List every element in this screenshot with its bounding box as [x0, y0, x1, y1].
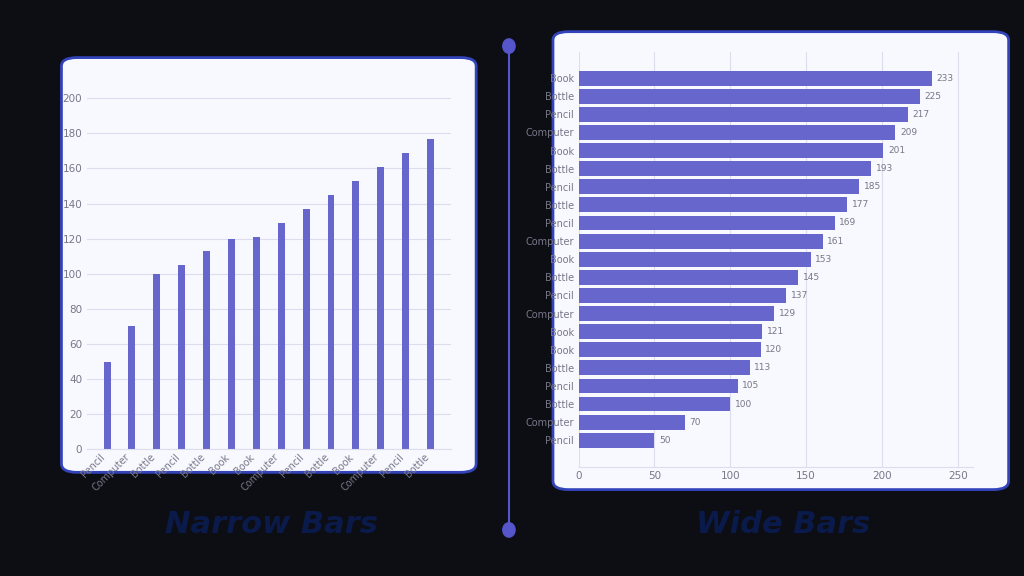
Bar: [328, 195, 335, 449]
Text: 193: 193: [876, 164, 893, 173]
Text: 113: 113: [755, 363, 772, 372]
Text: Wide Bars: Wide Bars: [696, 510, 870, 539]
Text: 169: 169: [840, 218, 857, 228]
Bar: [579, 270, 799, 285]
Text: 185: 185: [863, 182, 881, 191]
Text: 70: 70: [689, 418, 700, 427]
Bar: [579, 161, 871, 176]
Text: 217: 217: [912, 110, 929, 119]
Bar: [278, 223, 285, 449]
Bar: [103, 362, 111, 449]
Text: 121: 121: [767, 327, 783, 336]
Bar: [579, 71, 932, 86]
Bar: [579, 215, 835, 230]
Text: 177: 177: [852, 200, 868, 209]
Bar: [579, 252, 811, 267]
Text: 153: 153: [815, 255, 833, 264]
Bar: [579, 306, 774, 321]
Bar: [579, 433, 654, 448]
Bar: [579, 397, 730, 411]
Bar: [579, 198, 847, 213]
Bar: [579, 342, 761, 357]
Bar: [377, 166, 384, 449]
Text: 105: 105: [742, 381, 760, 391]
Text: 120: 120: [765, 345, 782, 354]
Text: 201: 201: [888, 146, 905, 155]
Bar: [128, 327, 135, 449]
Text: 50: 50: [658, 436, 671, 445]
Bar: [154, 274, 161, 449]
Bar: [228, 238, 234, 449]
Bar: [427, 139, 434, 449]
Text: Narrow Bars: Narrow Bars: [165, 510, 378, 539]
Bar: [178, 265, 185, 449]
Bar: [579, 143, 884, 158]
Bar: [579, 107, 907, 122]
Text: 129: 129: [778, 309, 796, 318]
Text: 145: 145: [803, 273, 820, 282]
Text: 100: 100: [735, 400, 752, 408]
Bar: [579, 179, 859, 194]
Bar: [352, 181, 359, 449]
Bar: [579, 361, 750, 376]
Text: 209: 209: [900, 128, 918, 137]
Text: 161: 161: [827, 237, 845, 245]
Bar: [579, 234, 822, 248]
Bar: [402, 153, 410, 449]
Bar: [579, 288, 786, 303]
Bar: [579, 378, 737, 393]
Text: 233: 233: [936, 74, 953, 82]
Bar: [303, 209, 309, 449]
Bar: [203, 251, 210, 449]
Bar: [579, 89, 920, 104]
Bar: [579, 125, 895, 140]
Bar: [579, 415, 685, 430]
Bar: [579, 324, 762, 339]
Text: 225: 225: [925, 92, 941, 101]
Bar: [253, 237, 260, 449]
Text: 137: 137: [791, 291, 808, 300]
